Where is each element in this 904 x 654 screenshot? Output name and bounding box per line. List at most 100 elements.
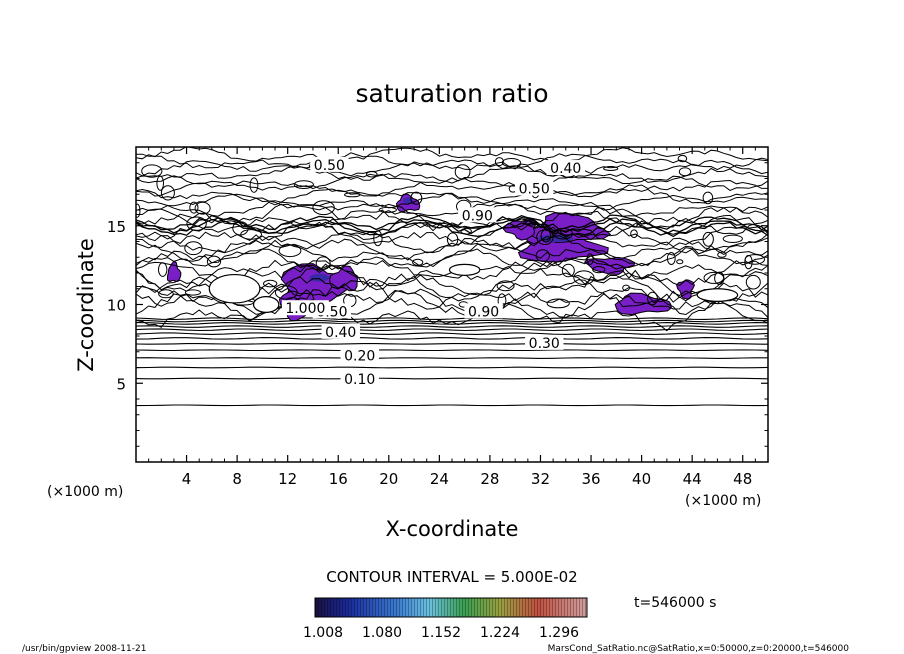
contour-labels: 0.100.200.300.400.400.500.500.501.0000.9… [281, 156, 585, 388]
contour-line [136, 366, 768, 369]
y-axis-unit: (×1000 m) [47, 484, 123, 500]
contour-loop [703, 271, 725, 284]
contour-line [136, 349, 768, 352]
contour-loop [184, 241, 203, 256]
x-tick-label: 16 [329, 470, 348, 488]
contour-loop [156, 175, 164, 191]
contour-line [136, 317, 768, 321]
contour-label: 0.30 [529, 336, 560, 352]
contour-loop [561, 263, 575, 278]
contour-line [136, 179, 768, 197]
contour-loop [622, 284, 630, 292]
contour-loop [496, 280, 515, 292]
clear-region [252, 296, 280, 313]
footer-left: /usr/bin/gpview 2008-11-21 [22, 644, 146, 654]
contour-loop [141, 164, 163, 178]
contour-loop [540, 229, 552, 243]
contour-line [136, 357, 768, 359]
chart-title: saturation ratio [355, 79, 548, 108]
clear-region [448, 263, 481, 276]
contour-line [136, 208, 768, 235]
contour-loop [702, 191, 714, 205]
contour-line [136, 192, 768, 211]
contour-field [136, 147, 768, 407]
contour-loop [494, 157, 504, 167]
contour-loop [744, 254, 753, 270]
contour-loop [501, 158, 521, 168]
contour-loop [263, 279, 278, 288]
contour-loop [678, 167, 692, 177]
contour-loop [535, 249, 550, 263]
x-tick-label: 24 [430, 470, 449, 488]
contour-loop [546, 298, 570, 309]
contour-lines-upper [136, 147, 768, 332]
contour-label: 0.50 [314, 158, 345, 174]
contour-loop [240, 229, 263, 240]
footer-right: MarsCond_SatRatio.nc@SatRatio,x=0:50000,… [548, 644, 850, 654]
contour-loop [454, 164, 471, 180]
clear-region [696, 288, 739, 302]
contour-lines-lower [136, 317, 768, 407]
x-tick-label: 20 [379, 470, 398, 488]
colorbar: 1.008 1.080 1.152 1.224 1.296 [303, 597, 588, 641]
contour-line [136, 201, 768, 217]
contour-loop [586, 253, 594, 265]
contour-line [136, 343, 768, 345]
supersaturation-core [402, 197, 413, 204]
contour-label-bg [525, 334, 564, 350]
contour-label: 0.50 [519, 182, 550, 198]
contour-label-bg [458, 207, 497, 223]
contour-line [136, 328, 768, 332]
contour-line [136, 188, 768, 204]
contour-label-bg [310, 156, 349, 172]
contour-loop [249, 177, 259, 193]
contour-loop [676, 259, 684, 265]
contour-line [136, 173, 768, 191]
contour-line [136, 152, 768, 171]
contour-loop [647, 291, 658, 306]
contour-line [136, 159, 768, 178]
contour-loop [274, 285, 298, 300]
contour-loop [186, 216, 207, 231]
contour-line [136, 377, 768, 380]
contour-loop [344, 192, 361, 198]
y-axis-label: Z-coordinate [74, 238, 98, 372]
x-tick-label: 44 [683, 470, 702, 488]
contour-loop [378, 206, 397, 213]
contour-loop [677, 154, 688, 163]
y-tick-label: 5 [116, 375, 126, 393]
contour-line [136, 296, 768, 332]
contour-line [136, 214, 768, 231]
y-axis-ticks: 5 10 15 [107, 162, 768, 447]
contour-loop [603, 166, 619, 171]
x-tick-label: 12 [278, 470, 297, 488]
contour-loop [278, 244, 302, 258]
contour-line [136, 322, 768, 325]
contour-label-bg [281, 300, 329, 316]
contour-interval: CONTOUR INTERVAL = 5.000E-02 [326, 568, 577, 586]
contour-label: 0.10 [344, 372, 375, 388]
contour-line [136, 259, 768, 291]
contour-loop [194, 201, 211, 215]
contour-loop [553, 227, 573, 240]
contour-loop [158, 262, 168, 277]
contour-label-bg [546, 160, 585, 176]
contour-loop [184, 289, 201, 296]
contour-line [136, 404, 768, 407]
contour-line [136, 218, 768, 235]
colorbar-tick-label: 1.080 [362, 625, 402, 641]
contour-loop [312, 200, 335, 216]
contour-label-bg [321, 323, 360, 339]
x-tick-label: 28 [480, 470, 499, 488]
contour-line [136, 165, 768, 184]
contour-label: 0.20 [344, 348, 375, 364]
contour-line [136, 220, 768, 238]
contour-loop [573, 270, 595, 286]
contour-loop [446, 232, 459, 247]
contour-label: 0.90 [468, 304, 499, 320]
colorbar-tick-label: 1.152 [421, 625, 461, 641]
x-axis-ticks: 4 8 12 16 20 24 28 32 36 40 44 48 [148, 147, 756, 488]
contour-line [136, 147, 768, 165]
contour-line [136, 337, 768, 340]
